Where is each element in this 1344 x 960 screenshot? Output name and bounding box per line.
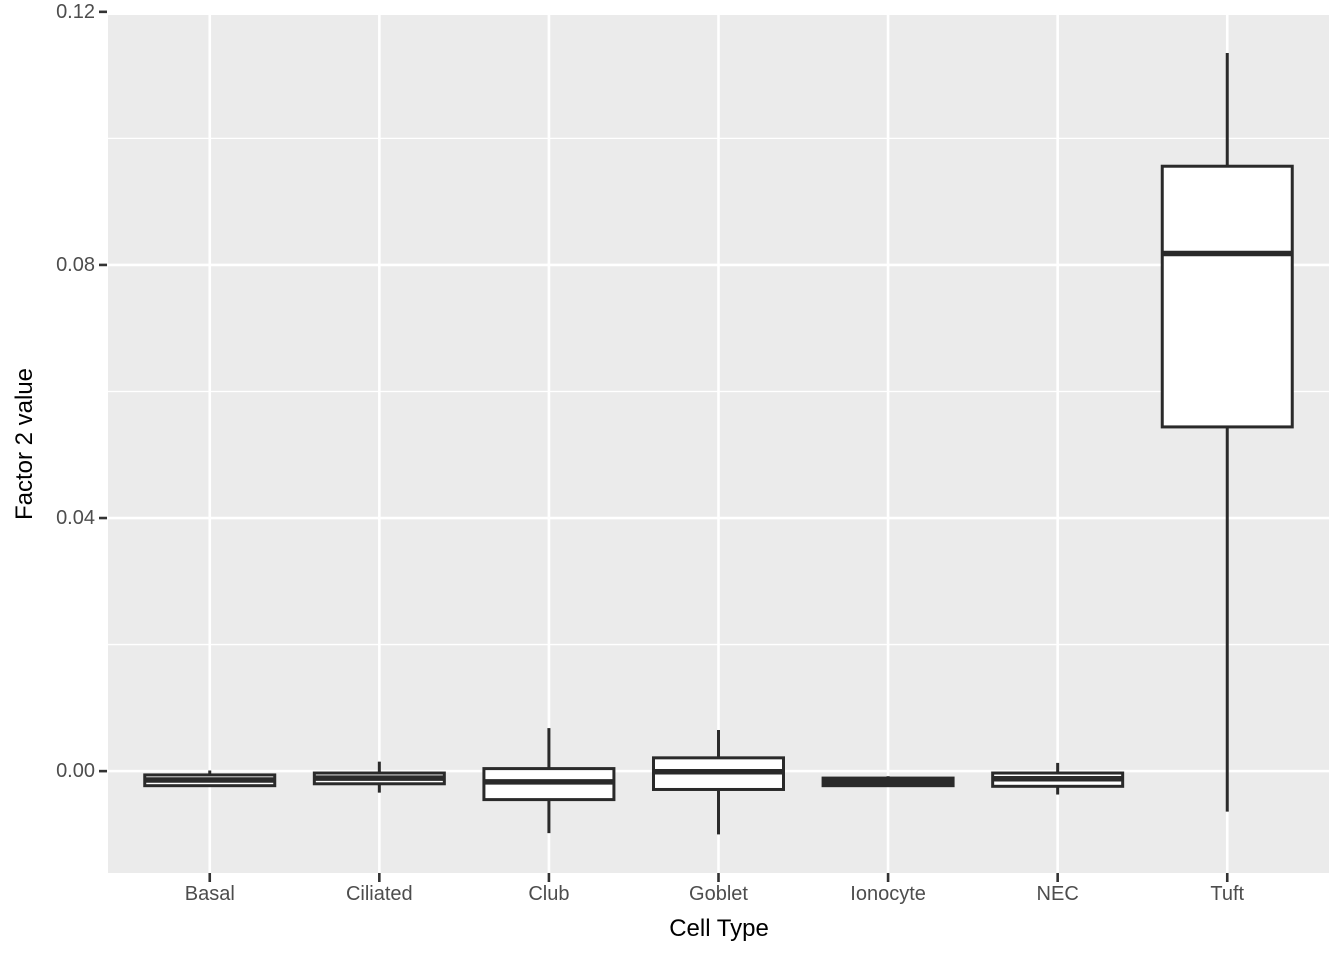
x-tick-label-ionocyte: Ionocyte	[850, 883, 926, 905]
x-tick-label-tuft: Tuft	[1210, 883, 1245, 905]
x-tick-label-basal: Basal	[184, 883, 235, 905]
y-tick-label-0.00: 0.00	[56, 760, 95, 783]
x-axis-title: Cell Type	[669, 915, 769, 942]
y-tick-label-0.04: 0.04	[56, 507, 95, 530]
y-axis-title: Factor 2 value	[11, 367, 38, 521]
y-tick-label-0.12: 0.12	[56, 0, 95, 23]
x-tick-label-nec: NEC	[1036, 883, 1079, 905]
x-tick-label-ciliated: Ciliated	[345, 883, 413, 905]
y-tick-label-0.08: 0.08	[56, 253, 95, 276]
x-tick-label-club: Club	[528, 883, 570, 905]
box-tuft	[1160, 164, 1294, 429]
x-tick-label-goblet: Goblet	[689, 883, 748, 905]
